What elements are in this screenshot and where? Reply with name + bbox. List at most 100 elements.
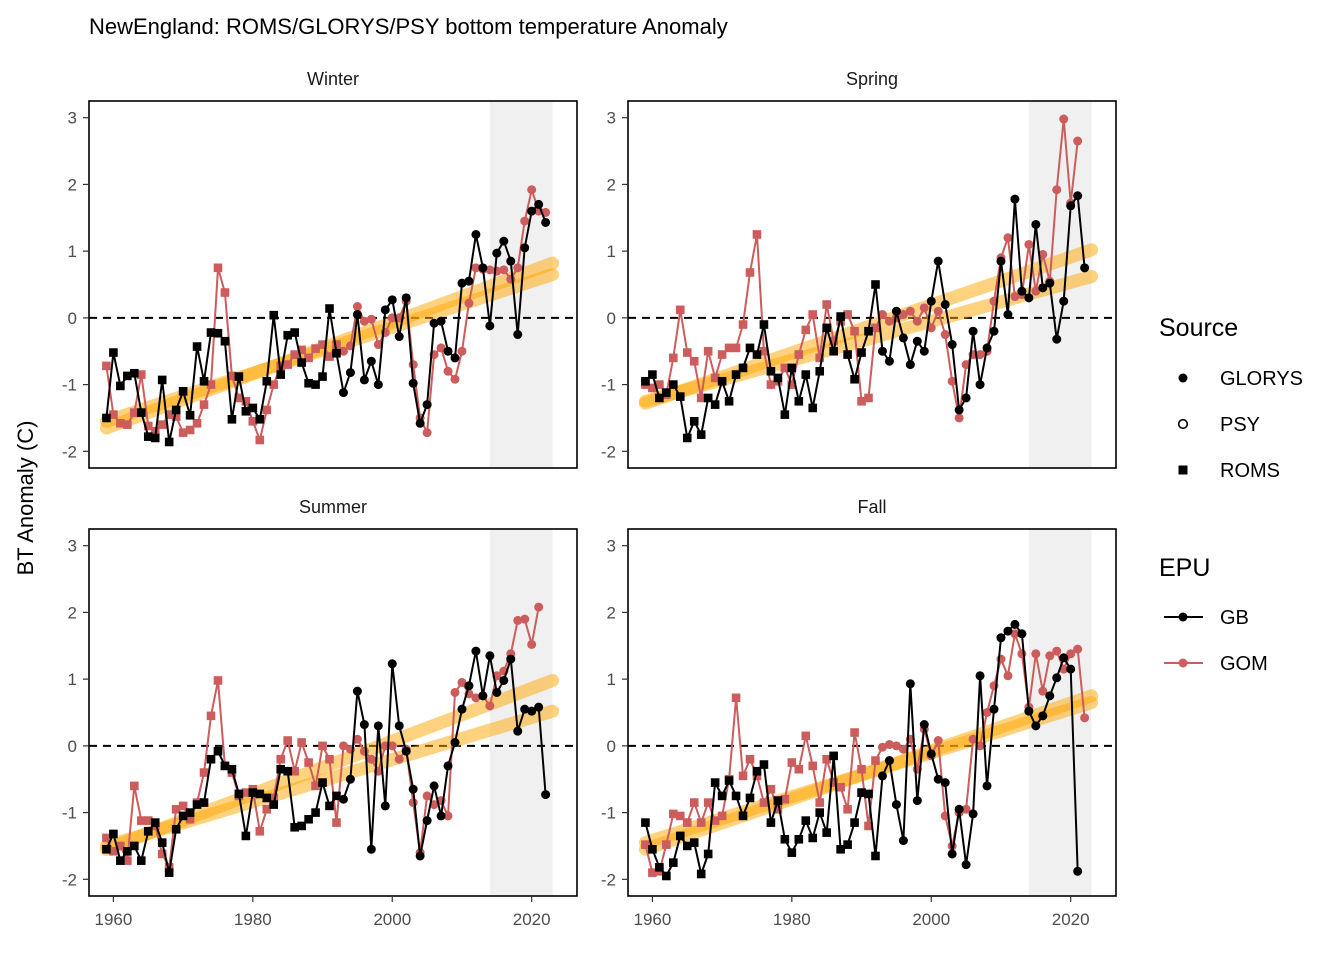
data-point-gb-1979 xyxy=(780,410,790,419)
data-point-gb-1972 xyxy=(731,370,741,379)
data-point-gom-1985 xyxy=(283,736,292,745)
data-point-gom-1975 xyxy=(752,230,762,239)
data-point-gom-1967 xyxy=(157,849,167,859)
data-point-gb-1972 xyxy=(192,342,202,351)
legend-gom-label: GOM xyxy=(1220,653,1268,675)
data-point-gom-1991 xyxy=(325,754,334,764)
legend-epu-title: EPU xyxy=(1159,554,1210,582)
data-point-gb-1993 xyxy=(338,794,348,804)
data-point-gb-1962 xyxy=(662,871,671,881)
data-point-gb-1985 xyxy=(822,828,831,837)
data-point-gom-1981 xyxy=(794,350,804,359)
data-point-gom-1963 xyxy=(669,353,678,363)
data-point-gb-1962 xyxy=(123,846,132,856)
data-point-gb-1965 xyxy=(682,433,692,443)
data-point-gb-1976 xyxy=(220,336,230,346)
data-point-gb-1965 xyxy=(143,432,153,441)
data-point-gb-1978 xyxy=(773,373,783,383)
y-tick-label: 2 xyxy=(68,603,77,622)
data-point-gom-1967 xyxy=(696,393,706,403)
data-point-gom-1987 xyxy=(297,345,306,355)
data-point-gb-1972 xyxy=(731,791,741,801)
data-point-gb-1971 xyxy=(185,808,195,817)
data-point-gb-1997 xyxy=(905,679,915,689)
data-point-gb-1988 xyxy=(304,378,313,388)
data-point-gom-1974 xyxy=(206,711,216,721)
data-point-gb-1985 xyxy=(283,330,292,340)
data-point-gb-2002 xyxy=(401,746,411,756)
data-point-gom-1989 xyxy=(311,781,320,791)
data-point-gb-2021 xyxy=(1073,191,1083,201)
y-tick-label: -1 xyxy=(601,804,616,823)
data-point-gom-1967 xyxy=(157,420,167,429)
data-point-gom-1990 xyxy=(318,340,327,349)
data-point-gb-2001 xyxy=(933,256,943,266)
data-point-gb-1974 xyxy=(206,328,216,337)
data-point-gom-1960 xyxy=(648,868,657,877)
data-point-gom-2017 xyxy=(506,274,516,284)
trend-line-gom xyxy=(638,689,1099,856)
data-point-gb-1966 xyxy=(689,416,699,426)
data-point-gb-1999 xyxy=(380,801,390,811)
series-line-gb xyxy=(644,623,1079,877)
data-point-gom-1962 xyxy=(662,840,671,849)
data-point-gb-2016 xyxy=(1038,283,1048,293)
data-point-gom-2016 xyxy=(499,265,509,275)
y-tick-label: 0 xyxy=(607,309,616,328)
data-point-gb-1976 xyxy=(759,760,769,769)
data-point-gom-1993 xyxy=(338,741,348,751)
data-point-gom-1986 xyxy=(290,766,299,776)
data-point-gb-2004 xyxy=(415,851,425,861)
y-tick-label: -2 xyxy=(62,442,77,461)
data-point-gb-2021 xyxy=(534,702,544,712)
data-point-gom-1981 xyxy=(794,764,804,774)
data-point-gb-1986 xyxy=(290,822,299,832)
data-point-gb-1982 xyxy=(801,370,811,379)
data-point-gb-2016 xyxy=(499,675,509,685)
data-point-gb-1971 xyxy=(185,410,195,420)
data-point-gom-1973 xyxy=(738,320,748,329)
data-point-gb-2016 xyxy=(499,236,509,246)
data-point-gom-1959 xyxy=(641,840,650,849)
legend-source-title: Source xyxy=(1159,314,1238,342)
data-point-gom-1960 xyxy=(109,846,118,856)
data-point-gom-2000 xyxy=(926,323,936,333)
chart-title: NewEngland: ROMS/GLORYS/PSY bottom tempe… xyxy=(89,14,728,39)
data-point-gb-2018 xyxy=(513,330,523,340)
data-point-gb-2006 xyxy=(429,781,439,791)
y-tick-label: 0 xyxy=(68,309,77,328)
data-point-gom-1959 xyxy=(102,833,111,843)
data-point-gom-1976 xyxy=(759,798,769,807)
data-point-gb-1992 xyxy=(871,280,880,289)
data-point-gom-1996 xyxy=(898,310,908,320)
data-point-gb-1986 xyxy=(829,346,838,356)
data-point-gom-1981 xyxy=(255,435,265,445)
data-point-gom-1977 xyxy=(227,371,237,381)
data-point-gom-1959 xyxy=(102,361,111,371)
data-point-gb-1997 xyxy=(366,356,376,366)
data-point-gb-1972 xyxy=(192,800,202,809)
data-point-gom-1965 xyxy=(682,818,692,827)
y-tick-label: 2 xyxy=(607,175,616,194)
y-tick-label: -1 xyxy=(601,376,616,395)
data-point-gb-2021 xyxy=(1073,866,1083,876)
data-point-gom-2019 xyxy=(1059,114,1069,124)
data-point-gb-1994 xyxy=(345,774,355,784)
data-point-gom-2008 xyxy=(443,366,453,376)
data-point-gom-1982 xyxy=(801,325,811,335)
data-point-gb-1999 xyxy=(919,346,929,356)
data-point-gom-1979 xyxy=(780,363,790,373)
data-point-gb-1998 xyxy=(912,336,922,346)
data-point-gb-2021 xyxy=(534,199,544,209)
data-point-gb-2008 xyxy=(443,346,453,356)
data-point-gom-1980 xyxy=(787,380,797,389)
data-point-gom-2011 xyxy=(1003,671,1013,681)
data-point-gom-1998 xyxy=(373,340,383,350)
data-point-gom-1964 xyxy=(136,370,146,379)
data-point-gb-1992 xyxy=(332,348,341,358)
data-point-gom-1984 xyxy=(815,798,825,807)
data-point-gb-1982 xyxy=(262,793,272,803)
data-point-gom-1993 xyxy=(338,346,348,356)
data-point-gom-2001 xyxy=(394,754,404,764)
data-point-gb-2008 xyxy=(982,343,992,353)
